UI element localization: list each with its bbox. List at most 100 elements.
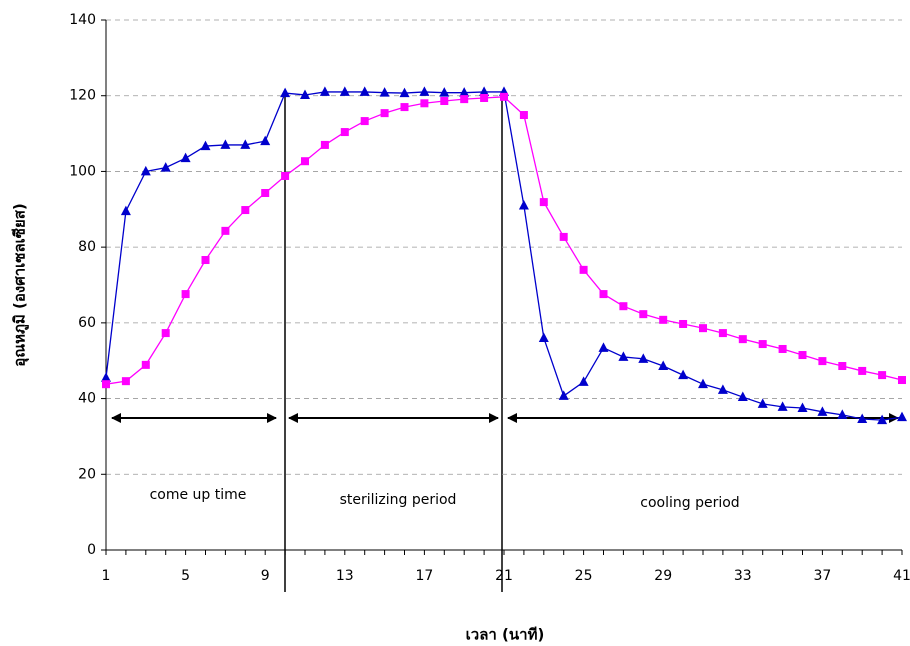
point <box>280 87 291 98</box>
x-tick-label: 17 <box>415 568 433 584</box>
point <box>419 86 430 96</box>
point <box>380 109 389 118</box>
point <box>797 402 808 413</box>
point <box>479 86 490 96</box>
point <box>878 371 887 380</box>
point <box>281 171 290 180</box>
x-tick-label: 1 <box>102 568 111 584</box>
point <box>301 157 309 166</box>
y-tick-label: 80 <box>78 239 96 255</box>
point <box>400 103 409 112</box>
point <box>500 92 508 101</box>
point <box>140 165 151 176</box>
point <box>818 357 827 366</box>
x-tick-label: 33 <box>734 568 752 584</box>
point <box>658 360 669 371</box>
point <box>360 117 369 126</box>
x-axis-label: เวลา (นาที) <box>466 626 545 644</box>
point <box>898 376 906 385</box>
point <box>160 162 171 172</box>
point <box>439 87 450 97</box>
point <box>440 97 449 106</box>
point <box>539 198 548 207</box>
point <box>460 95 469 104</box>
point <box>858 366 867 375</box>
y-tick-label: 0 <box>87 542 96 558</box>
point <box>699 324 707 333</box>
y-tick-label: 40 <box>78 391 96 407</box>
point <box>420 99 429 108</box>
point <box>538 332 549 342</box>
point <box>200 140 211 151</box>
point <box>480 93 489 102</box>
x-tick-label: 9 <box>261 568 270 584</box>
point <box>261 189 270 198</box>
point <box>241 206 250 215</box>
point <box>180 152 191 163</box>
y-axis-label: อุณหภูมิ (องศาเซลเซียส) <box>11 203 30 367</box>
point <box>798 351 807 360</box>
point <box>201 256 210 265</box>
y-tick-label: 20 <box>78 466 96 482</box>
annotation: cooling period <box>640 495 739 511</box>
point <box>618 351 629 361</box>
point <box>558 390 569 400</box>
annotation: sterilizing period <box>340 492 457 508</box>
x-tick-label: 25 <box>575 568 593 584</box>
x-tick-label: 21 <box>495 568 513 584</box>
point <box>161 329 170 338</box>
point <box>737 391 748 402</box>
point <box>599 290 608 299</box>
point <box>141 360 150 369</box>
point <box>598 342 609 352</box>
point <box>220 139 231 149</box>
point <box>778 344 787 353</box>
point <box>399 87 410 98</box>
point <box>638 353 649 363</box>
y-tick-label: 60 <box>78 315 96 331</box>
x-tick-label: 5 <box>181 568 190 584</box>
point <box>340 128 349 137</box>
x-tick-label: 13 <box>336 568 354 584</box>
point <box>678 369 689 380</box>
point <box>359 86 370 96</box>
point <box>519 111 528 120</box>
point <box>619 302 628 311</box>
point <box>121 377 130 386</box>
point <box>120 205 131 216</box>
y-tick-label: 100 <box>69 163 96 179</box>
point <box>897 411 907 422</box>
point <box>518 200 529 210</box>
point <box>758 340 767 349</box>
point <box>559 232 568 241</box>
point <box>877 414 888 425</box>
point <box>579 265 588 274</box>
point <box>459 87 470 97</box>
point <box>221 226 230 235</box>
point <box>578 376 589 386</box>
x-tick-label: 29 <box>654 568 672 584</box>
annotation: come up time <box>150 487 247 503</box>
point <box>319 86 330 96</box>
point <box>102 380 110 389</box>
point <box>817 406 828 416</box>
point <box>679 319 688 328</box>
point <box>339 86 350 96</box>
point <box>260 135 271 146</box>
y-tick-label: 120 <box>69 88 96 104</box>
point <box>757 398 768 408</box>
point <box>320 140 329 149</box>
point <box>698 378 708 389</box>
point <box>240 139 251 149</box>
point <box>639 310 648 319</box>
x-tick-label: 37 <box>813 568 831 584</box>
point <box>379 87 390 97</box>
point <box>717 384 728 394</box>
point <box>837 409 848 419</box>
point <box>838 362 847 371</box>
x-tick-label: 41 <box>893 568 910 584</box>
y-tick-label: 140 <box>69 12 96 28</box>
point <box>300 89 310 99</box>
point <box>738 335 747 344</box>
